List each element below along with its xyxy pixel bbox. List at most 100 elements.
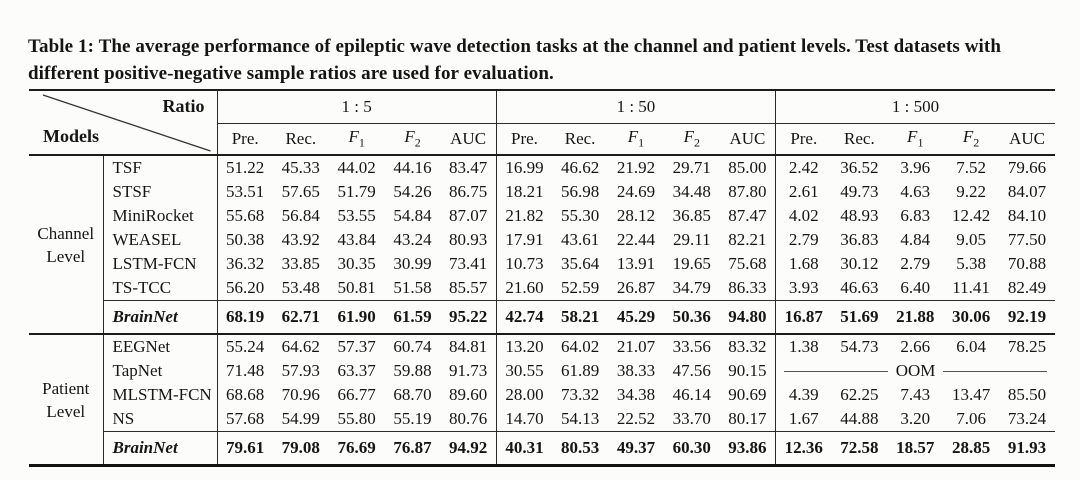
- metric-value: 51.22: [216, 155, 273, 180]
- metric-value: 51.79: [337, 182, 376, 201]
- metric-value: 70.96: [281, 385, 320, 404]
- metric-value: 85.00: [728, 158, 767, 177]
- metric-value: 62.25: [840, 385, 879, 404]
- metric-value: 24.69: [616, 182, 656, 201]
- metric-value: 53.51: [216, 180, 273, 204]
- metric-value: 21.07: [608, 333, 664, 359]
- metric-header: Rec.: [831, 123, 888, 156]
- metric-value: 36.32: [216, 252, 273, 276]
- model-name: BrainNet: [102, 431, 217, 466]
- metric-value: 68.68: [216, 383, 273, 407]
- oom-label: OOM: [895, 361, 936, 380]
- metric-value: 21.60: [495, 276, 553, 301]
- metric-header: Rec.: [552, 123, 609, 156]
- metric-value: 46.14: [672, 385, 711, 404]
- metric-value: 2.66: [887, 333, 944, 359]
- metric-value: 58.21: [552, 300, 609, 334]
- metric-value: 51.58: [393, 278, 432, 297]
- metric-value: 18.21: [495, 180, 553, 204]
- metric-value: 61.90: [328, 300, 385, 334]
- metric-value: 12.42: [951, 206, 991, 225]
- metric-header: F2: [943, 123, 1000, 156]
- metric-value: 44.88: [840, 409, 879, 428]
- metric-value: 70.88: [1007, 254, 1047, 273]
- model-name: BrainNet: [102, 300, 217, 334]
- metric-value: 18.57: [887, 431, 944, 466]
- metric-value: 62.71: [272, 300, 329, 334]
- metric-value: 2.79: [900, 254, 931, 273]
- metric-value: 61.89: [560, 361, 600, 380]
- metric-value: 17.91: [495, 228, 553, 252]
- metric-value: 55.19: [393, 409, 432, 428]
- ratio-group-header: 1 : 50: [495, 90, 776, 124]
- oom-dash-right: [943, 370, 1048, 372]
- metric-value: 57.37: [328, 333, 385, 359]
- metric-value: 30.12: [840, 254, 879, 273]
- model-row: NS 57.68 54.99 55.80 55.19 80.76 14.70 54.13 22.…: [29, 407, 1055, 432]
- metric-value: 95.22: [440, 300, 497, 334]
- metric-value: 43.84: [337, 230, 376, 249]
- model-row: Patient Level EEGNet 55.24 64.62 57.37 60.74 84…: [29, 333, 1055, 466]
- metric-value: 6.83: [900, 206, 931, 225]
- model-name: MLSTM-FCN: [102, 383, 217, 407]
- metric-value: 38.33: [616, 361, 656, 380]
- metric-value: 7.06: [956, 409, 986, 428]
- metric-value: 89.60: [448, 385, 488, 404]
- metric-header: F2: [384, 123, 441, 156]
- metric-value: 49.37: [608, 431, 664, 466]
- metric-value: 54.84: [393, 206, 432, 225]
- metric-header: Pre.: [775, 123, 832, 156]
- metric-value: 64.62: [272, 333, 329, 359]
- metric-value: 19.65: [672, 254, 711, 273]
- metric-value: 92.19: [999, 300, 1055, 334]
- metric-value: 80.53: [552, 431, 609, 466]
- metric-value: 59.88: [393, 361, 432, 380]
- metric-value: 90.15: [728, 361, 767, 380]
- model-row: WEASEL 50.38 43.92 43.84 43.24 80.93 17.91 43.6…: [29, 228, 1055, 252]
- metric-value: 57.68: [216, 407, 273, 432]
- metric-value: 86.33: [728, 278, 767, 297]
- metric-value: 6.40: [900, 278, 931, 297]
- ratio-group-header: 1 : 500: [775, 90, 1055, 124]
- metric-value: 43.92: [281, 230, 320, 249]
- metric-value: 79.61: [216, 431, 273, 466]
- metric-value: 77.50: [1007, 230, 1047, 249]
- metric-value: 50.36: [663, 300, 720, 334]
- metric-value: 86.75: [448, 182, 488, 201]
- metric-value: 3.93: [775, 276, 832, 301]
- metric-value: 84.10: [1007, 206, 1047, 225]
- caption-label: Table 1:: [28, 36, 95, 57]
- metric-value: 7.52: [956, 158, 986, 177]
- metric-value: 45.33: [281, 158, 320, 177]
- metric-value: 29.71: [672, 158, 711, 177]
- metric-value: 87.07: [448, 206, 488, 225]
- metric-value: 43.24: [393, 230, 432, 249]
- metric-value: 9.22: [956, 182, 986, 201]
- metric-header: AUC: [719, 123, 776, 156]
- metric-value: 64.02: [552, 333, 609, 359]
- metric-value: 85.57: [448, 278, 488, 297]
- metric-value: 33.70: [672, 409, 711, 428]
- metric-value: 52.59: [560, 278, 600, 297]
- metric-value: 50.81: [337, 278, 376, 297]
- metric-value: 44.16: [393, 158, 432, 177]
- metric-value: 16.87: [775, 300, 832, 334]
- metric-value: 55.68: [216, 204, 273, 228]
- model-row: TS-TCC 56.20 53.48 50.81 51.58 85.57 21.60 52.5…: [29, 276, 1055, 301]
- metric-value: 56.98: [560, 182, 600, 201]
- metric-value: 76.87: [384, 431, 441, 466]
- model-name: MiniRocket: [102, 204, 217, 228]
- metric-value: 36.52: [840, 158, 879, 177]
- metric-value: 1.67: [775, 407, 832, 432]
- metric-value: 29.11: [672, 230, 711, 249]
- metric-value: 94.92: [440, 431, 497, 466]
- metric-value: 54.13: [560, 409, 600, 428]
- metric-value: 42.74: [495, 300, 553, 334]
- metric-value: 4.63: [900, 182, 931, 201]
- metric-value: 57.65: [281, 182, 320, 201]
- model-name: WEASEL: [102, 228, 217, 252]
- model-row: TapNet 71.48 57.93 63.37 59.88 91.73 30.55 61.8…: [29, 359, 1055, 383]
